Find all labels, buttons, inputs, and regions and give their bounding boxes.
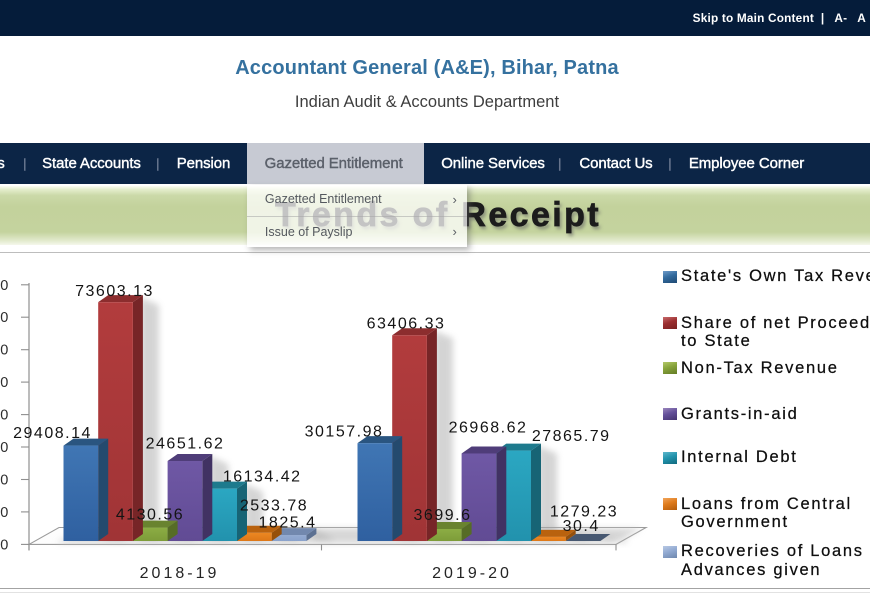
svg-text:26968.62: 26968.62	[449, 420, 528, 437]
svg-text:3699.6: 3699.6	[414, 507, 472, 524]
svg-text:63406.33: 63406.33	[367, 316, 446, 333]
svg-text:2533.78: 2533.78	[240, 498, 308, 515]
svg-text:30.4: 30.4	[563, 518, 600, 535]
svg-text:29408.14: 29408.14	[13, 425, 92, 442]
svg-text:2018-19: 2018-19	[140, 565, 220, 582]
svg-text:20000: 20000	[0, 473, 10, 489]
svg-text:4130.56: 4130.56	[116, 507, 184, 524]
svg-text:27865.79: 27865.79	[532, 428, 611, 445]
svg-text:73603.13: 73603.13	[75, 283, 154, 300]
svg-text:30000: 30000	[0, 440, 10, 456]
svg-text:0: 0	[0, 537, 9, 553]
svg-text:1825.4: 1825.4	[259, 515, 317, 532]
svg-text:1279.23: 1279.23	[550, 504, 618, 521]
svg-text:2019-20: 2019-20	[432, 565, 512, 582]
svg-text:80000: 80000	[0, 278, 10, 294]
svg-text:24651.62: 24651.62	[146, 436, 225, 453]
svg-text:40000: 40000	[0, 408, 10, 424]
svg-text:10000: 10000	[0, 505, 10, 521]
svg-text:16134.42: 16134.42	[223, 469, 302, 486]
svg-text:60000: 60000	[0, 343, 10, 359]
svg-text:30157.98: 30157.98	[305, 424, 384, 441]
svg-text:50000: 50000	[0, 375, 10, 391]
svg-text:70000: 70000	[0, 310, 10, 326]
